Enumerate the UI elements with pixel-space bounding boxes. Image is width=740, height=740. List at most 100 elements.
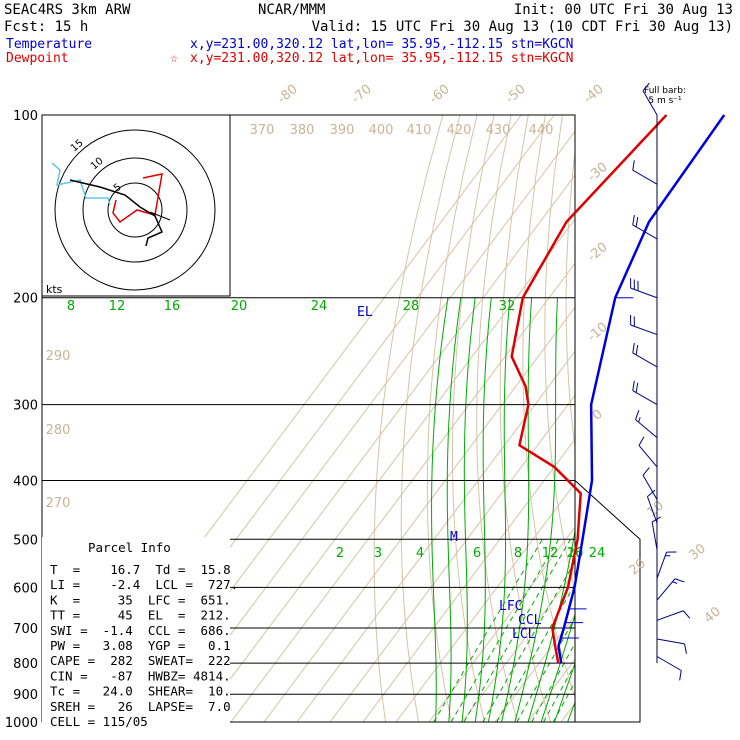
wind-barb-flag [632, 214, 635, 225]
wind-barb-staff [630, 324, 658, 336]
theta-e-label: 28 [403, 299, 420, 314]
wind-barb-flag [635, 382, 639, 393]
dry-adiabat-line [499, 115, 552, 722]
wind-barb-staff [656, 551, 668, 579]
theta-label: 270 [46, 496, 71, 511]
ccl-marker: CCL [518, 613, 542, 628]
parcel-info-row: CAPE = 282 SWEAT= 222 [50, 653, 231, 668]
isotherm-label: -40 [581, 82, 607, 107]
sounding-traces [510, 114, 726, 664]
wind-barb-flag [632, 160, 635, 171]
pressure-label: 500 [13, 533, 38, 548]
hodograph-frame [41, 114, 231, 297]
wind-barb-staff [646, 496, 658, 524]
dry-adiabat-line [664, 115, 740, 722]
wind-barb [638, 436, 658, 468]
theta-label: 400 [369, 123, 394, 138]
theta-label: 410 [407, 123, 432, 138]
parcel-info-row: T = 16.7 Td = 15.8 [50, 562, 231, 577]
wind-barb-flag [682, 610, 691, 619]
dewpoint-trace [510, 114, 668, 664]
parcel-info-rows: T = 16.7 Td = 15.8LI = -2.4 LCL = 727.K … [50, 562, 238, 729]
wind-barb-flag [635, 216, 639, 227]
wind-barb-half-flag [672, 581, 678, 584]
isotherm-line [362, 438, 575, 722]
wind-barb-half-flag [638, 417, 641, 423]
mixing-ratio-label: 24 [589, 546, 606, 561]
wind-barb [656, 656, 682, 681]
isotherm-line [494, 614, 575, 722]
wind-barb-flag [638, 436, 645, 446]
isotherm-line [461, 570, 575, 722]
moist-adiabat-line [461, 297, 476, 722]
m-marker: M [450, 530, 458, 545]
dry-adiabat-line [682, 115, 740, 722]
moist-adiabat-line [514, 297, 558, 722]
theta-label: 420 [447, 123, 472, 138]
mixing-ratio-label: 4 [416, 546, 424, 561]
temperature-legend: Temperature [6, 37, 92, 52]
wind-barb [656, 638, 687, 654]
pressure-label: 1000 [5, 716, 38, 731]
isotherm-line [164, 174, 575, 722]
theta-label: 370 [250, 123, 275, 138]
wind-barb-flag [684, 643, 687, 654]
parcel-info-row: LI = -2.4 LCL = 727. [50, 577, 238, 592]
forecast-hour: Fcst: 15 h [4, 19, 88, 35]
theta-label: 430 [486, 123, 511, 138]
isotherm-label: -70 [349, 82, 375, 107]
pressure-label: 600 [13, 581, 38, 596]
pressure-label: 400 [13, 474, 38, 489]
wind-barb-staff [632, 352, 658, 368]
isotherm-label: 20 [627, 556, 649, 578]
wind-barb [632, 160, 658, 185]
hodograph-unit: kts [46, 283, 63, 296]
wind-barb [656, 610, 691, 621]
wind-barbs [630, 82, 691, 681]
isotherm-line [527, 658, 575, 722]
pressure-label: 700 [13, 622, 38, 637]
dewpoint-legend: Dewpoint [6, 51, 69, 66]
wind-barb [635, 410, 658, 438]
wind-barb [646, 489, 658, 524]
plot-extension-frame [574, 480, 641, 723]
dry-adiabat-line [565, 148, 575, 452]
dry-adiabat-line [699, 115, 740, 722]
mixing-ratio-line [450, 539, 560, 722]
wind-barb [630, 314, 658, 336]
hodograph-ring [82, 157, 188, 263]
dry-adiabat-line [400, 115, 461, 722]
isotherm-line [329, 394, 575, 722]
hodograph-mid-trace [112, 173, 163, 224]
pressure-label: 100 [13, 109, 38, 124]
dry-adiabat-line [716, 115, 740, 722]
plot-frame [41, 114, 576, 723]
wind-barb-staff [642, 475, 658, 500]
lfc-marker: LFC [499, 599, 522, 614]
pressure-label: 900 [13, 688, 38, 703]
pressure-label: 800 [13, 657, 38, 672]
temperature-trace [557, 114, 726, 664]
wind-barb [630, 278, 658, 299]
mixing-ratio-label: 8 [514, 546, 522, 561]
wind-barb [632, 342, 658, 368]
mixing-ratio-label: 2 [336, 546, 344, 561]
mixing-ratio-line [433, 539, 543, 722]
isotherm-line [230, 262, 575, 722]
moist-adiabat-line [553, 662, 575, 722]
barb-unit: 5 m s⁻¹ [648, 96, 682, 106]
isotherm-label: -20 [585, 240, 611, 265]
wind-barb-staff [632, 224, 658, 240]
lcl-marker: LCL [512, 627, 536, 642]
valid-time: Valid: 15 UTC Fri 30 Aug 13 (10 CDT Fri … [312, 19, 733, 35]
wind-barb-flag [635, 410, 640, 420]
theta-e-label: 24 [311, 299, 328, 314]
parcel-info-title: Parcel Info [88, 540, 171, 555]
dry-adiabat-line [373, 115, 444, 722]
theta-e-label: 16 [164, 299, 181, 314]
wind-barb-staff [656, 638, 685, 645]
parcel-info-row: PW = 3.08 YGP = 0.1 [50, 638, 231, 653]
dewpoint-star-icon: ☆ [170, 51, 178, 66]
